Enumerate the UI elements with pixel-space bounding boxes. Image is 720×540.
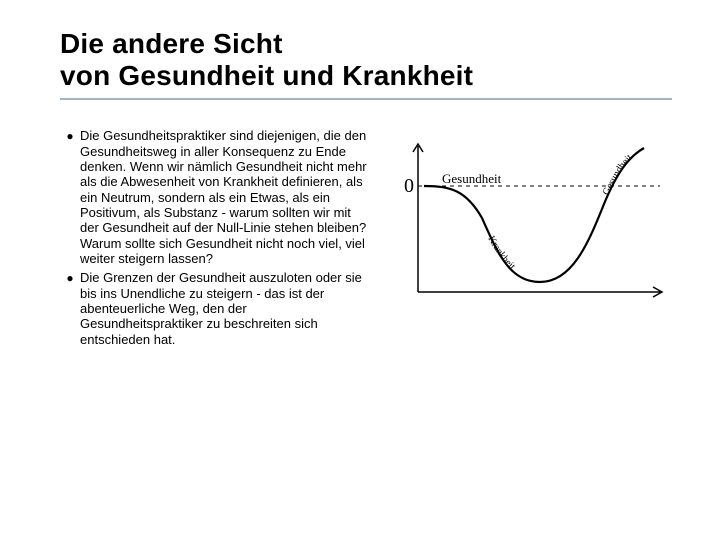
curve-svg: 0 Gesundheit Gesundheit Krankheit bbox=[390, 134, 670, 304]
slide: Die andere Sicht von Gesundheit und Kran… bbox=[0, 0, 720, 540]
bullet-text: Die Gesundheitspraktiker sind diejenigen… bbox=[80, 128, 370, 266]
curve-path bbox=[424, 148, 644, 282]
figure-column: 0 Gesundheit Gesundheit Krankheit bbox=[382, 128, 672, 351]
curve-label-upper: Gesundheit bbox=[601, 152, 635, 197]
bullet-text: Die Grenzen der Gesundheit auszuloten od… bbox=[80, 270, 370, 347]
bullet-dot-icon: ● bbox=[60, 270, 80, 347]
zero-label: 0 bbox=[404, 175, 414, 197]
title-block: Die andere Sicht von Gesundheit und Kran… bbox=[60, 28, 672, 100]
title-underline bbox=[60, 98, 672, 100]
health-curve-figure: 0 Gesundheit Gesundheit Krankheit bbox=[390, 134, 670, 304]
text-column: ● Die Gesundheitspraktiker sind diejenig… bbox=[60, 128, 370, 351]
title-line-2: von Gesundheit und Krankheit bbox=[60, 60, 672, 92]
title-line-1: Die andere Sicht bbox=[60, 28, 672, 60]
content-row: ● Die Gesundheitspraktiker sind diejenig… bbox=[60, 128, 672, 351]
baseline-label: Gesundheit bbox=[442, 171, 502, 186]
bullet-item: ● Die Gesundheitspraktiker sind diejenig… bbox=[60, 128, 370, 266]
bullet-item: ● Die Grenzen der Gesundheit auszuloten … bbox=[60, 270, 370, 347]
curve-label-lower: Krankheit bbox=[485, 235, 517, 273]
bullet-dot-icon: ● bbox=[60, 128, 80, 266]
